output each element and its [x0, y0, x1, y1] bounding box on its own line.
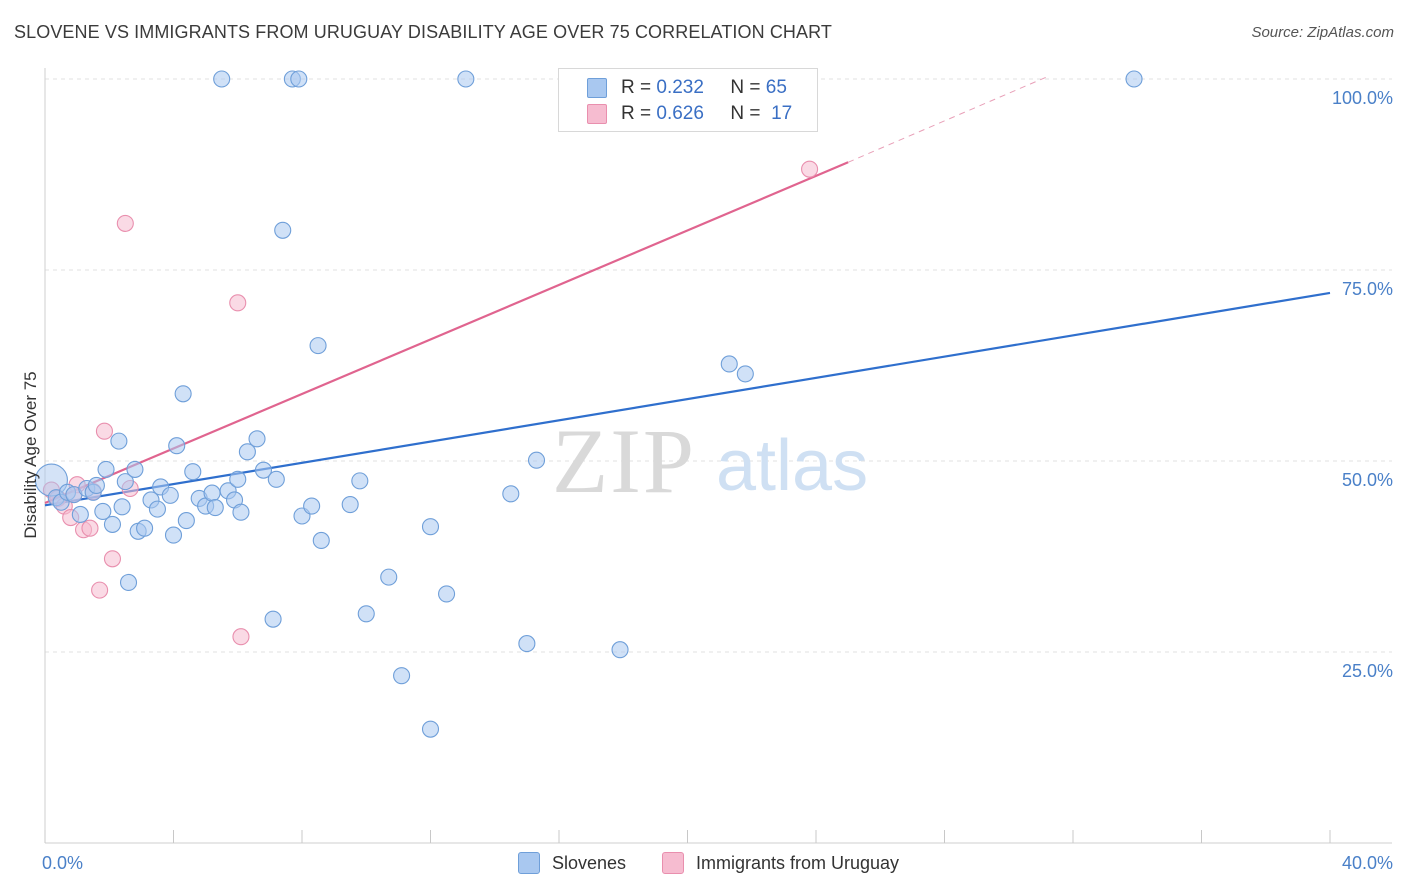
point-slovenes	[238, 443, 256, 461]
series-uruguay-points	[42, 160, 819, 646]
point-slovenes	[184, 463, 202, 481]
point-slovenes	[720, 355, 738, 373]
tick-labels: 25.0% 50.0% 75.0% 100.0% 0.0% 40.0%	[42, 88, 1393, 873]
legend-row-uruguay: R = 0.626 N = 17	[587, 101, 792, 127]
legend-swatch-blue	[587, 78, 607, 98]
point-slovenes	[248, 430, 266, 448]
axes	[44, 68, 1392, 844]
point-slovenes	[254, 461, 273, 479]
point-slovenes	[611, 641, 629, 659]
legend-n-label: N =	[730, 77, 761, 98]
x-tick-label: 40.0%	[1342, 853, 1393, 873]
chart-title: SLOVENE VS IMMIGRANTS FROM URUGUAY DISAB…	[14, 22, 833, 42]
legend-r-value-slovenes: 0.232	[656, 77, 704, 98]
point-uruguay	[801, 160, 819, 178]
point-slovenes	[380, 568, 398, 586]
point-slovenes	[119, 573, 138, 592]
point-uruguay	[103, 550, 122, 568]
grid-lines	[45, 78, 1392, 653]
point-slovenes	[357, 605, 375, 623]
point-slovenes	[203, 484, 221, 502]
point-slovenes	[168, 437, 186, 455]
legend-r-label: R =	[621, 103, 652, 124]
legend-item-slovenes[interactable]: Slovenes	[518, 852, 626, 874]
y-tick-label: 75.0%	[1342, 279, 1393, 299]
point-slovenes	[518, 635, 536, 653]
correlation-legend: R = 0.232 N = 65 R = 0.626 N = 17	[558, 68, 818, 132]
watermark-atlas: atlas	[716, 426, 868, 506]
point-slovenes	[309, 337, 327, 355]
legend-n-value-uruguay: 17	[771, 103, 793, 124]
point-slovenes	[116, 473, 134, 491]
point-uruguay	[81, 519, 99, 537]
point-slovenes	[148, 500, 166, 518]
point-slovenes	[87, 476, 105, 494]
legend-r-value-uruguay: 0.626	[656, 103, 704, 124]
point-slovenes	[177, 512, 195, 530]
point-slovenes	[94, 502, 112, 520]
point-slovenes	[312, 531, 330, 550]
point-slovenes	[164, 526, 183, 544]
point-slovenes	[71, 505, 89, 524]
y-tick-label: 25.0%	[1342, 661, 1393, 681]
point-uruguay	[232, 628, 250, 646]
point-slovenes	[457, 70, 475, 88]
slovenes-swatch-icon	[518, 852, 540, 874]
legend-n-value-slovenes: 65	[765, 77, 787, 98]
point-slovenes	[110, 432, 128, 450]
point-slovenes	[421, 518, 440, 536]
watermark: ZIP atlas	[552, 410, 868, 512]
point-slovenes	[736, 365, 754, 383]
point-slovenes	[351, 472, 369, 490]
point-slovenes	[264, 610, 282, 628]
point-slovenes	[103, 515, 122, 533]
trendline-uruguay-extension	[847, 76, 1048, 163]
point-slovenes	[206, 499, 224, 517]
point-slovenes	[1125, 70, 1143, 88]
point-slovenes	[97, 460, 115, 478]
point-slovenes	[274, 221, 292, 239]
point-slovenes	[393, 667, 411, 685]
legend-item-uruguay[interactable]: Immigrants from Uruguay	[662, 852, 899, 874]
series-slovenes-points	[34, 70, 1143, 738]
legend-row-slovenes: R = 0.232 N = 65	[587, 75, 787, 101]
series-legend: Slovenes Immigrants from Uruguay	[0, 852, 1406, 878]
point-slovenes	[303, 497, 321, 515]
x-tick-label: 0.0%	[42, 853, 83, 873]
legend-swatch-pink	[587, 104, 607, 124]
watermark-zip: ZIP	[552, 410, 696, 512]
point-slovenes	[438, 585, 456, 603]
legend-label-slovenes: Slovenes	[552, 852, 627, 873]
point-slovenes	[267, 470, 285, 488]
point-slovenes	[341, 495, 359, 514]
point-uruguay	[91, 581, 109, 599]
point-slovenes	[421, 720, 440, 738]
point-slovenes	[229, 470, 247, 488]
point-slovenes	[136, 519, 154, 537]
uruguay-swatch-icon	[662, 852, 684, 874]
legend-label-uruguay: Immigrants from Uruguay	[696, 852, 900, 873]
point-slovenes	[126, 460, 144, 478]
legend-r-label: R =	[621, 77, 652, 98]
point-slovenes	[527, 451, 546, 469]
legend-n-label: N =	[730, 103, 761, 124]
point-uruguay	[229, 294, 247, 312]
y-tick-label: 100.0%	[1332, 88, 1393, 108]
point-slovenes	[502, 485, 520, 503]
point-uruguay	[116, 214, 134, 232]
y-axis-label: Disability Age Over 75	[21, 371, 40, 538]
y-tick-label: 50.0%	[1342, 470, 1393, 490]
point-slovenes	[213, 70, 231, 88]
point-slovenes	[161, 486, 179, 504]
point-uruguay	[95, 422, 113, 440]
source-label: Source: ZipAtlas.com	[1251, 24, 1394, 41]
point-slovenes	[232, 503, 250, 521]
point-slovenes	[174, 385, 192, 403]
point-slovenes	[113, 498, 131, 516]
point-slovenes	[290, 70, 308, 88]
